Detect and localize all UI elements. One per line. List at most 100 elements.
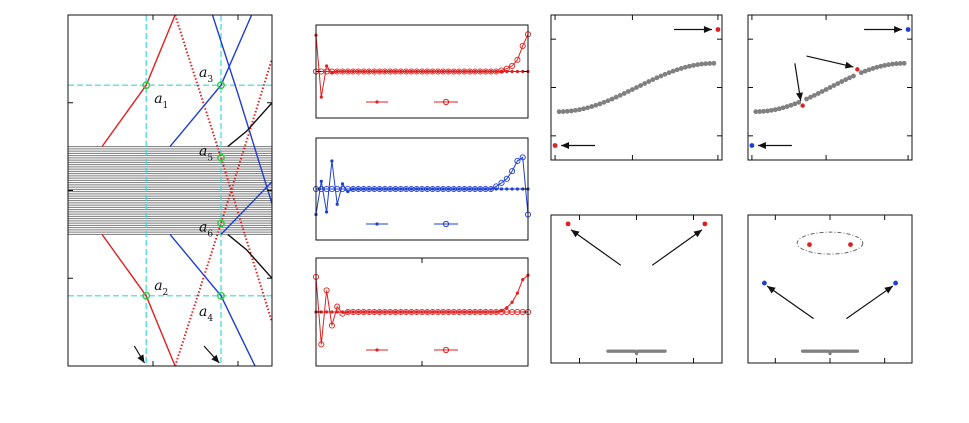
- marker-a_5: [217, 153, 225, 162]
- amplitude-point: [319, 95, 323, 99]
- bulk-mode-point: [556, 109, 562, 115]
- amplitude-circle: [498, 67, 505, 74]
- bulk-mode-point: [823, 87, 829, 92]
- bulk-mode-point: [874, 64, 880, 70]
- amplitude-point: [325, 310, 329, 314]
- bulk-mode-point: [609, 96, 615, 102]
- bulk-mode-point: [564, 108, 570, 114]
- amplitude-circle: [519, 154, 526, 161]
- bulk-mode-point: [666, 70, 672, 76]
- bulk-mode-point: [597, 101, 603, 107]
- annotation-arrow: [846, 285, 894, 320]
- bulk-mode-point: [843, 77, 849, 83]
- boc-mode-point: [552, 143, 558, 148]
- bulk-mode-point: [707, 61, 713, 66]
- amplitude-point: [515, 291, 520, 295]
- bic-ellipse: [796, 231, 864, 255]
- arrow-head: [211, 354, 220, 363]
- amplitude-point: [521, 278, 525, 282]
- marker-label: a6: [199, 219, 213, 239]
- amplitude-point: [515, 187, 520, 191]
- bulk-mode-point: [827, 85, 833, 90]
- amplitude-point: [325, 64, 329, 68]
- bulk-mode-point: [682, 64, 688, 70]
- panel-b: [312, 24, 532, 119]
- amplitude-circle: [339, 310, 346, 317]
- amplitude-point: [330, 159, 334, 163]
- bulk-mode-point: [788, 102, 794, 108]
- legend-circle: [442, 98, 450, 106]
- amplitude-circle: [519, 42, 526, 49]
- edge-state-curve: [211, 15, 272, 204]
- ipr-point: [565, 221, 571, 227]
- amplitude-point: [521, 187, 525, 191]
- marker-a_3: [217, 81, 225, 90]
- arrow-head: [894, 26, 903, 33]
- amplitude-circle: [318, 341, 325, 348]
- bulk-mode-point: [901, 60, 907, 66]
- edge-state-curve: [227, 102, 272, 148]
- amplitude-point: [505, 306, 509, 310]
- bulk-mode-point: [753, 109, 759, 115]
- amplitude-circle: [514, 56, 521, 63]
- amplitude-point: [510, 69, 514, 74]
- marker-a_1: [142, 81, 151, 90]
- amplitude-line: [315, 35, 528, 98]
- marker-label: a1: [154, 91, 168, 111]
- amplitude-point: [330, 310, 334, 314]
- bulk-mode-point: [882, 62, 888, 68]
- legend-dot: [375, 348, 379, 352]
- bulk-mode-point: [625, 89, 631, 94]
- bulk-mode-point: [893, 61, 899, 67]
- arrow-head: [561, 142, 570, 149]
- arrow-head: [570, 229, 580, 238]
- annotation-arrow: [651, 229, 703, 266]
- bulk-mode-point: [808, 94, 813, 100]
- bulk-mode-point: [858, 70, 864, 76]
- bulk-mode-point: [670, 68, 676, 74]
- bulk-mode-point: [796, 99, 802, 105]
- bulk-mode-point: [804, 96, 809, 102]
- marker-label: a2: [154, 278, 168, 298]
- arrow-head: [796, 92, 803, 101]
- ipr-point: [702, 221, 708, 227]
- panel-g: [550, 214, 723, 364]
- panel-a: a1 a2 a3 a4 a5 a6: [67, 14, 273, 367]
- amplitude-circle: [334, 303, 341, 310]
- bulk-mode-point: [811, 92, 817, 98]
- bulk-mode-point: [560, 109, 566, 114]
- bulk-mode-point: [613, 94, 619, 100]
- bulk-mode-point: [678, 66, 684, 71]
- amplitude-point: [319, 310, 323, 314]
- edge-state-curve: [174, 15, 272, 323]
- bulk-mode-point: [634, 85, 639, 90]
- bulk-mode-point: [658, 73, 664, 79]
- amplitude-point: [510, 300, 514, 304]
- bulk-mode-point: [792, 101, 798, 107]
- bulk-mode-point: [776, 106, 782, 112]
- bulk-mode-point: [650, 77, 656, 83]
- bulk-mode-point: [654, 75, 660, 81]
- legend-dot: [375, 100, 379, 104]
- amplitude-point: [335, 202, 339, 206]
- bulk-mode-point: [601, 99, 607, 105]
- amplitude-point: [510, 187, 514, 191]
- amplitude-circle: [509, 62, 516, 69]
- bulk-mode-point: [870, 66, 876, 71]
- amplitude-point: [325, 210, 329, 214]
- ipr-point: [762, 280, 767, 286]
- bulk-mode-point: [585, 105, 591, 111]
- bulk-mode-point: [784, 104, 790, 109]
- edge-state-curve: [169, 233, 256, 366]
- amplitude-circle: [498, 179, 505, 186]
- bulk-mode-point: [769, 107, 774, 113]
- bulk-mode-point: [593, 102, 599, 108]
- arrow-head: [703, 26, 712, 33]
- marker-a_4: [217, 291, 225, 300]
- ipr-point: [848, 242, 853, 248]
- annotation-arrow: [570, 229, 622, 266]
- bulk-mode-point: [646, 79, 652, 84]
- marker-a_2: [142, 291, 151, 300]
- bulk-mode-point: [674, 67, 680, 73]
